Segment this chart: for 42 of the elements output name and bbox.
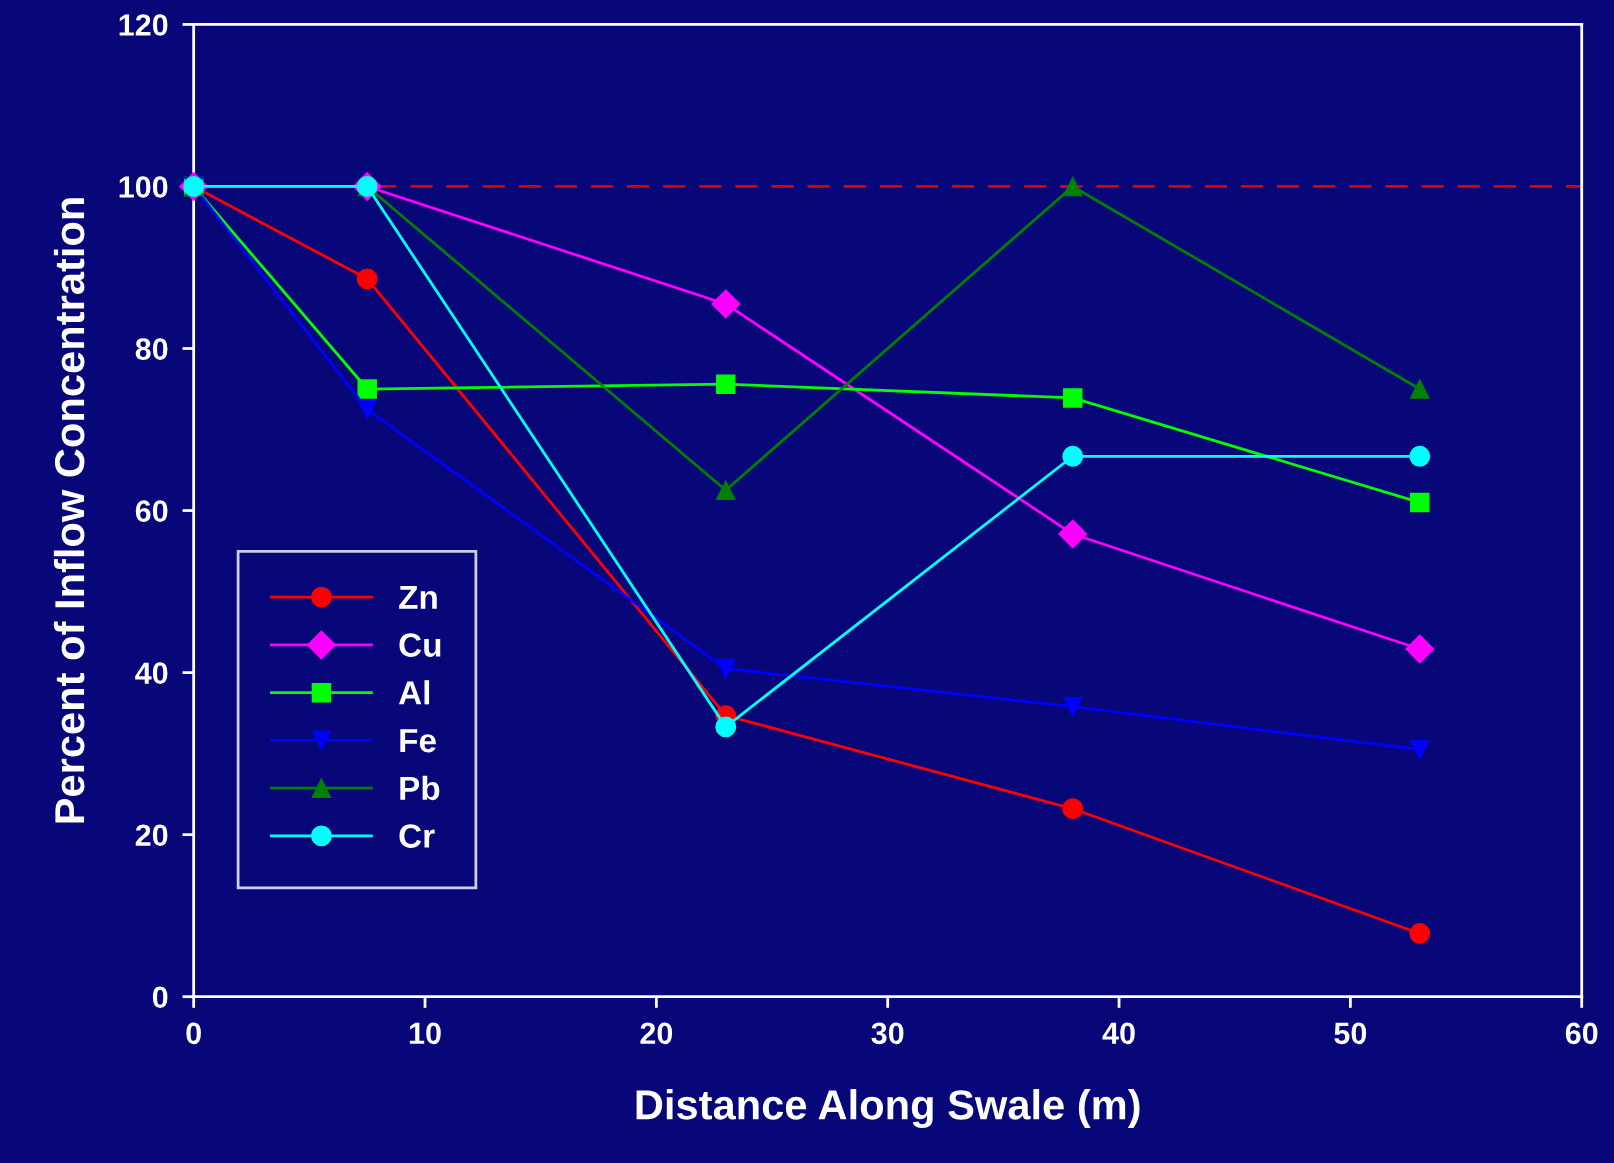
- legend-label: Cu: [399, 633, 441, 657]
- point: [357, 379, 377, 399]
- x-tick-label: 10: [409, 1022, 441, 1045]
- point: [1063, 176, 1083, 197]
- point: [1410, 379, 1430, 399]
- point: [1410, 739, 1430, 760]
- point: [715, 716, 737, 738]
- y-axis-title: Percent of Inflow Concentration: [53, 198, 85, 823]
- point: [716, 480, 736, 501]
- y-tick-label: 80: [135, 338, 168, 360]
- x-tick-label: 60: [1565, 1022, 1598, 1045]
- point: [716, 658, 736, 679]
- x-axis-title: Distance Along Swale (m): [636, 1089, 1140, 1129]
- point: [711, 289, 741, 319]
- point: [716, 374, 736, 394]
- legend-label: Fe: [400, 729, 436, 753]
- y-tick-label: 0: [152, 986, 168, 1009]
- point: [357, 399, 377, 420]
- point: [1063, 388, 1083, 408]
- legend-label: Cr: [399, 824, 435, 848]
- point: [1063, 696, 1083, 717]
- y-tick-label: 40: [135, 662, 168, 684]
- x-tick-label: 20: [640, 1022, 673, 1045]
- y-tick-label: 100: [119, 176, 168, 198]
- x-tick-label: 0: [186, 1022, 201, 1045]
- point: [1062, 798, 1084, 820]
- point: [356, 268, 378, 290]
- legend-label: Pb: [400, 775, 440, 801]
- point: [1410, 492, 1430, 513]
- point: [1409, 445, 1431, 467]
- x-tick-label: 50: [1334, 1022, 1367, 1045]
- point: [1405, 634, 1435, 664]
- point: [1409, 923, 1431, 944]
- point: [1058, 519, 1088, 549]
- y-tick-label: 120: [119, 14, 168, 36]
- legend-label: Al: [398, 680, 430, 705]
- legend-label: Zn: [399, 585, 437, 609]
- point: [1062, 445, 1084, 467]
- y-tick-label: 20: [135, 824, 168, 847]
- x-tick-label: 30: [871, 1022, 904, 1045]
- y-tick-label: 60: [135, 500, 168, 522]
- x-tick-label: 40: [1102, 1022, 1135, 1045]
